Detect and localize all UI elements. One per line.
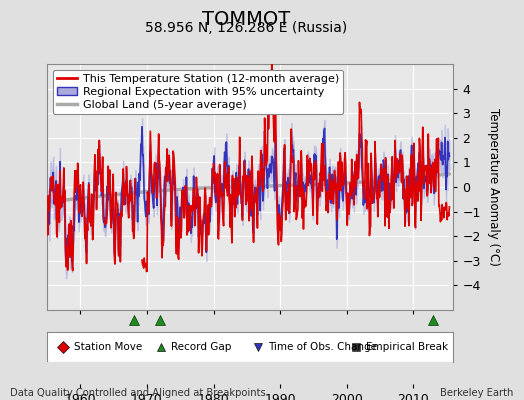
Text: Record Gap: Record Gap (171, 342, 232, 352)
Text: Berkeley Earth: Berkeley Earth (440, 388, 514, 398)
Text: Time of Obs. Change: Time of Obs. Change (268, 342, 377, 352)
Text: Empirical Break: Empirical Break (366, 342, 448, 352)
Text: TOMMOT: TOMMOT (202, 10, 290, 29)
Text: 58.956 N, 126.286 E (Russia): 58.956 N, 126.286 E (Russia) (145, 21, 347, 35)
Text: Data Quality Controlled and Aligned at Breakpoints: Data Quality Controlled and Aligned at B… (10, 388, 266, 398)
Legend: This Temperature Station (12-month average), Regional Expectation with 95% uncer: This Temperature Station (12-month avera… (53, 70, 343, 114)
Text: Station Move: Station Move (73, 342, 142, 352)
Y-axis label: Temperature Anomaly (°C): Temperature Anomaly (°C) (487, 108, 500, 266)
